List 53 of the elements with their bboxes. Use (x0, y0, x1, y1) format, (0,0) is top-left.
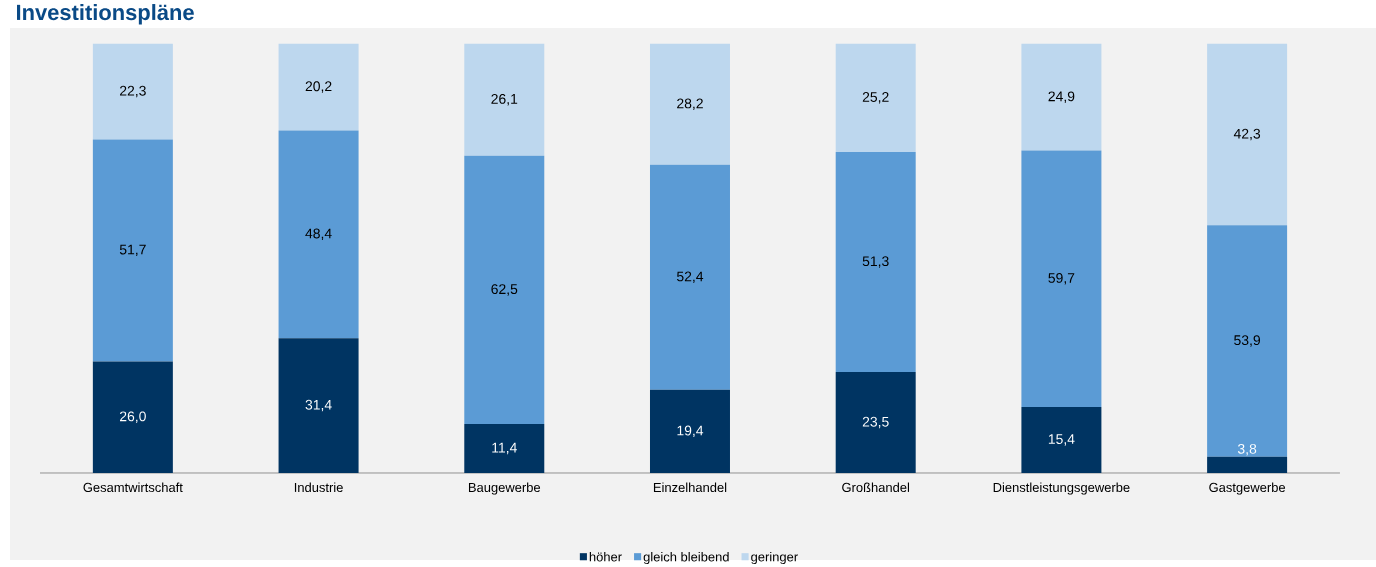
data-label: 26,1 (491, 94, 518, 106)
bar (649, 164, 730, 390)
bar (835, 151, 916, 373)
legend-label: gleich bleibend (643, 552, 729, 565)
bar (92, 43, 173, 140)
data-label: 52,4 (676, 271, 704, 284)
bar (1207, 43, 1288, 226)
data-label: 15,4 (1048, 434, 1075, 446)
bar (464, 155, 545, 425)
bar (649, 389, 730, 474)
x-tick-label: Gesamtwirtschaft (83, 482, 183, 493)
bar (92, 139, 173, 362)
data-label: 20,2 (305, 81, 332, 93)
bar (835, 43, 916, 152)
data-label: 3,8 (1237, 444, 1257, 456)
data-label: 53,9 (1234, 335, 1261, 347)
bar (278, 43, 359, 131)
data-label: 25,2 (862, 92, 889, 104)
bar (1021, 406, 1102, 474)
x-tick-label: Baugewerbe (468, 482, 541, 495)
bar (278, 130, 359, 339)
data-label: 48,4 (305, 228, 332, 241)
legend-label: höher (589, 552, 622, 562)
x-tick-label: Gastgewerbe (1209, 482, 1286, 495)
x-tick-label: Industrie (294, 482, 343, 493)
bar (1021, 150, 1102, 407)
data-label: 24,9 (1048, 91, 1075, 103)
data-label: 26,0 (119, 411, 146, 424)
data-label: 59,7 (1048, 273, 1075, 285)
data-label: 28,2 (677, 98, 703, 111)
data-label: 22,3 (119, 85, 146, 98)
data-label: 51,7 (119, 244, 146, 257)
data-label: 19,4 (677, 425, 704, 438)
bar (92, 361, 173, 474)
bar (278, 338, 359, 474)
bar (1021, 43, 1102, 151)
data-label: 62,5 (491, 284, 518, 296)
bar (1207, 225, 1288, 457)
data-label: 11,4 (492, 442, 517, 455)
bar (1207, 456, 1288, 474)
x-tick-label: Dienstleistungsgewerbe (993, 482, 1130, 495)
x-tick-label: Großhandel (842, 482, 910, 493)
bar (835, 372, 916, 474)
x-tick-label: Einzelhandel (653, 482, 727, 493)
data-label: 23,5 (862, 416, 889, 429)
data-label: 51,3 (862, 256, 889, 268)
bar (464, 424, 545, 474)
bar (464, 43, 545, 156)
chart-title: Investitionspläne (16, 4, 194, 25)
legend-label: geringer (751, 552, 798, 565)
data-label: 42,3 (1233, 128, 1261, 141)
data-label: 31,4 (305, 399, 332, 412)
bar (649, 43, 730, 165)
